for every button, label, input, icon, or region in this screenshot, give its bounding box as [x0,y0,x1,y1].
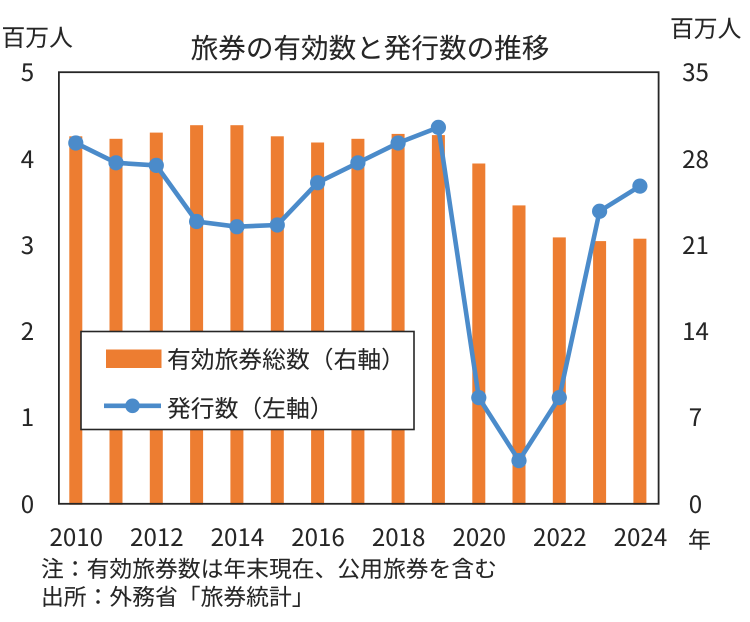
line-marker-2023 [592,203,608,219]
right-axis-tick-14: 14 [682,312,709,348]
bar-2013 [190,125,204,505]
line-marker-2020 [471,390,487,406]
bar-2016 [311,142,325,505]
source-text: 出所：外務省「旅券統計」 [41,579,315,612]
right-axis-tick-35: 35 [682,53,709,89]
right-axis-tick-21: 21 [682,225,709,261]
legend-bar-swatch [106,349,162,368]
x-axis-tick-2020: 2020 [452,517,507,553]
bar-2019 [431,135,445,505]
bar-2012 [149,132,163,505]
note-text: 注：有効旅券数は年末現在、公用旅券を含む [41,550,497,584]
x-axis-tick-2018: 2018 [371,517,426,553]
line-marker-2019 [430,119,446,135]
x-axis-unit-label: 年 [688,521,711,555]
legend-label-line-series: 発行数（左軸） [167,388,334,424]
legend-label-bar-series: 有効旅券総数（右軸） [167,340,405,375]
x-axis-tick-2022: 2022 [533,517,587,553]
bar-2022 [552,237,566,505]
bar-2021 [512,205,526,505]
plot-border [58,71,660,505]
line-marker-2012 [148,157,164,173]
line-marker-2021 [511,453,527,469]
bar-2014 [230,125,244,505]
left-axis-tick-2: 2 [20,312,35,348]
bar-2011 [109,138,123,505]
x-axis-tick-2012: 2012 [130,517,184,553]
bar-2020 [472,163,486,505]
bar-2023 [593,241,607,505]
left-axis-tick-1: 1 [20,398,35,434]
line-marker-2011 [108,155,124,171]
legend-line-marker [125,398,140,414]
left-axis-tick-0: 0 [20,484,35,520]
x-axis-tick-2016: 2016 [291,517,345,553]
x-axis-tick-2014: 2014 [210,517,265,553]
legend-box [80,330,415,431]
x-axis-tick-2010: 2010 [49,517,104,553]
x-axis-tick-2024: 2024 [613,517,668,553]
line-marker-2024 [632,178,648,194]
right-axis-tick-7: 7 [688,398,703,434]
left-axis-tick-5: 5 [20,53,35,89]
line-marker-2010 [68,135,84,151]
right-axis-tick-28: 28 [682,139,709,175]
bar-2015 [270,136,284,505]
line-marker-2017 [350,155,366,171]
line-marker-2013 [189,213,205,230]
bar-2010 [69,136,83,505]
bar-2018 [391,133,405,505]
line-marker-2015 [269,217,285,233]
left-axis-tick-3: 3 [20,225,35,261]
right-axis-unit-label: 百万人 [670,9,742,44]
left-axis-tick-4: 4 [20,139,35,175]
chart-title: 旅券の有効数と発行数の推移 [190,26,550,66]
right-axis-tick-0: 0 [688,484,703,520]
line-marker-2014 [229,219,245,235]
bar-2024 [633,238,647,505]
bar-2017 [351,138,365,505]
line-marker-2016 [310,175,326,191]
line-marker-2022 [551,390,567,406]
line-marker-2018 [390,135,406,151]
left-axis-unit-label: 百万人 [1,18,73,53]
